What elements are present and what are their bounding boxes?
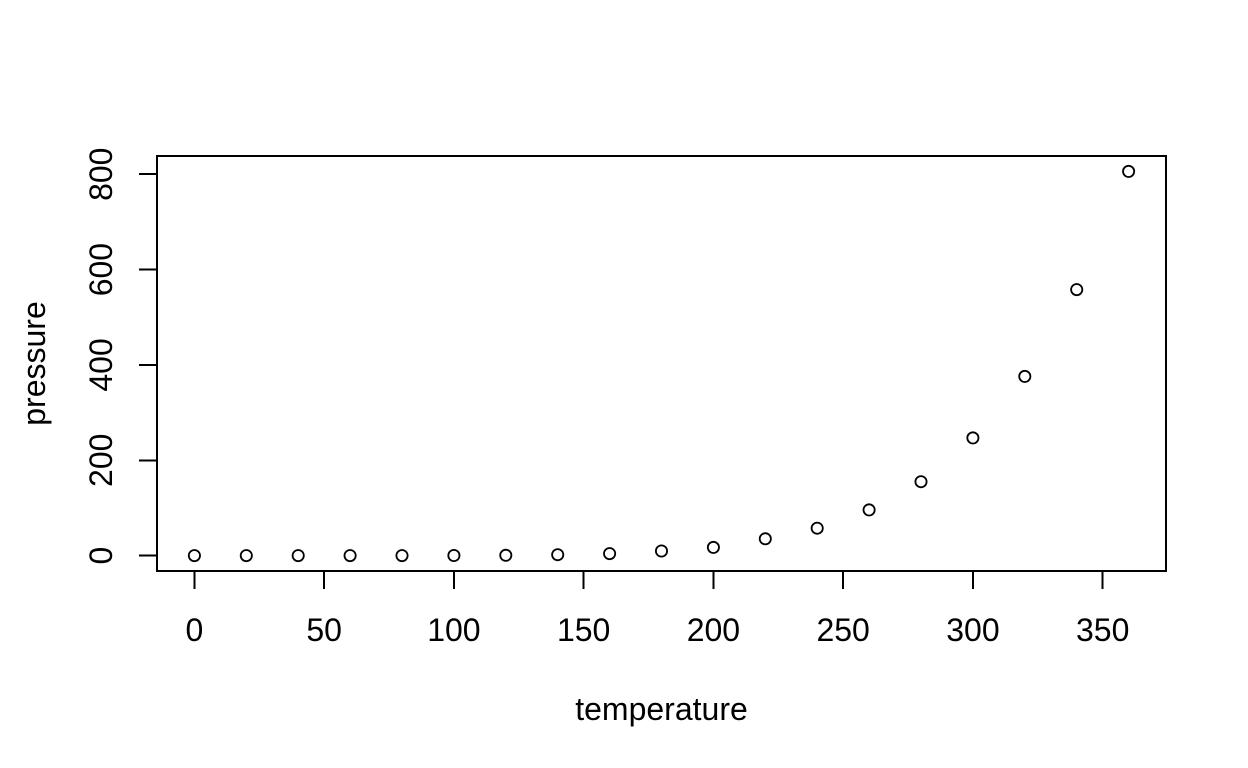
x-tick-label: 0	[185, 612, 203, 648]
data-point	[499, 548, 513, 562]
data-point	[810, 521, 824, 535]
x-axis-label: temperature	[575, 691, 748, 727]
x-tick-label: 50	[306, 612, 342, 648]
x-tick-label: 200	[687, 612, 740, 648]
x-tick-label: 250	[816, 612, 869, 648]
plot-border	[156, 155, 1167, 572]
data-point	[655, 544, 669, 558]
data-point	[343, 549, 357, 563]
data-point	[966, 431, 980, 445]
x-tick-label: 100	[427, 612, 480, 648]
data-point	[1122, 164, 1136, 178]
x-tick-label: 300	[946, 612, 999, 648]
x-tick-label: 350	[1076, 612, 1129, 648]
data-point	[758, 532, 772, 546]
data-point	[1070, 283, 1084, 297]
data-point	[862, 503, 876, 517]
data-point	[447, 549, 461, 563]
y-tick-label: 800	[83, 148, 119, 201]
y-tick-label: 0	[83, 547, 119, 565]
y-tick-label: 400	[83, 338, 119, 391]
y-tick-label: 600	[83, 243, 119, 296]
data-point	[291, 549, 305, 563]
data-point	[395, 549, 409, 563]
x-tick-label: 150	[557, 612, 610, 648]
y-axis-label: pressure	[16, 301, 52, 426]
y-tick-label: 200	[83, 434, 119, 487]
data-point	[551, 548, 565, 562]
data-point	[603, 547, 617, 561]
data-point	[187, 549, 201, 563]
data-point	[706, 540, 720, 554]
data-point	[1018, 369, 1032, 383]
data-point	[239, 549, 253, 563]
data-point	[914, 475, 928, 489]
